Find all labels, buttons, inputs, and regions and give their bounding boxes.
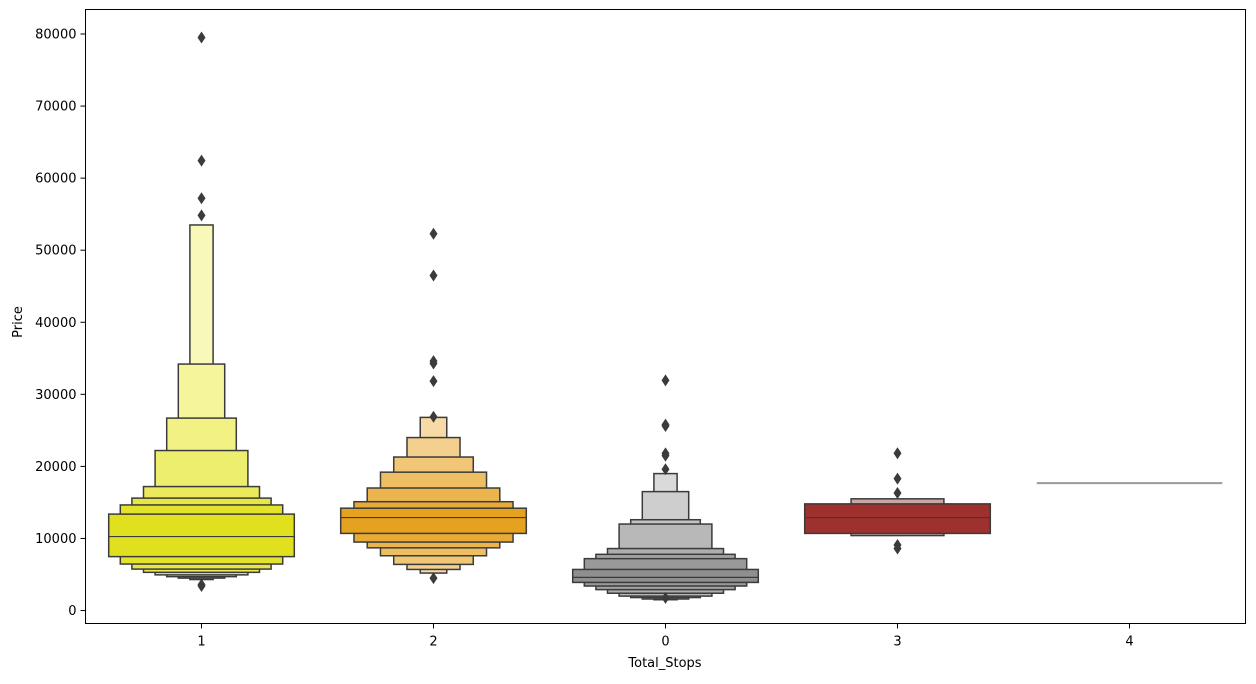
- y-tick-label: 0: [68, 604, 76, 619]
- outlier-point: [197, 31, 206, 44]
- outlier-point: [661, 591, 670, 604]
- y-tick-label: 30000: [35, 388, 76, 403]
- outlier-point: [429, 572, 438, 585]
- y-tick-label: 60000: [35, 172, 76, 187]
- boxen-level: [803, 503, 992, 535]
- y-tick-label: 80000: [35, 28, 76, 43]
- boxen-group-0: [571, 374, 760, 604]
- x-tick-label: 3: [893, 635, 901, 650]
- outlier-point: [197, 580, 206, 593]
- outlier-point: [893, 472, 902, 485]
- outlier-point: [197, 209, 206, 222]
- outlier-point: [893, 542, 902, 555]
- outlier-point: [429, 227, 438, 240]
- y-tick-label: 50000: [35, 244, 76, 259]
- outlier-point: [429, 375, 438, 388]
- y-axis-ticks: 0 10000 20000 30000 40000 50000 60000 70000 8000…: [35, 28, 86, 619]
- x-tick-label: 0: [661, 635, 669, 650]
- boxen-level: [339, 507, 528, 535]
- outlier-point: [661, 420, 670, 433]
- plot-marks: [107, 31, 1223, 604]
- outlier-point: [429, 410, 438, 423]
- y-tick-label: 10000: [35, 532, 76, 547]
- x-tick-label: 1: [197, 635, 205, 650]
- boxen-group-2: [339, 227, 528, 585]
- y-tick-label: 20000: [35, 460, 76, 475]
- y-tick-label: 40000: [35, 316, 76, 331]
- x-axis-ticks: 1 2 0 3 4: [197, 623, 1134, 650]
- x-axis-label: Total_Stops: [627, 656, 701, 671]
- outlier-point: [893, 487, 902, 500]
- boxen-group-3: [803, 447, 992, 555]
- outlier-point: [661, 374, 670, 387]
- outlier-point: [661, 449, 670, 462]
- outlier-point: [197, 154, 206, 167]
- outlier-point: [661, 463, 670, 476]
- x-tick-label: 4: [1125, 635, 1133, 650]
- outlier-point: [429, 357, 438, 370]
- outlier-point: [893, 447, 902, 460]
- outlier-point: [197, 192, 206, 205]
- boxen-level: [107, 513, 296, 558]
- y-tick-label: 70000: [35, 100, 76, 115]
- y-axis-label: Price: [11, 306, 26, 338]
- x-tick-label: 2: [429, 635, 437, 650]
- outlier-point: [429, 269, 438, 282]
- boxen-group-1: [107, 31, 296, 593]
- boxen-level: [571, 568, 760, 584]
